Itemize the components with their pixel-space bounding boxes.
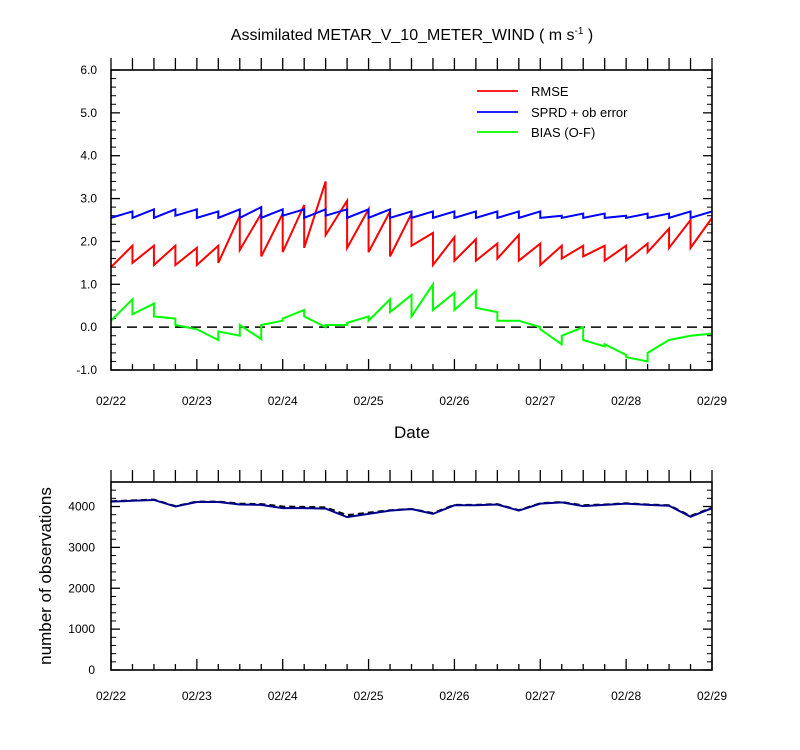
series-line-sprd-ob-error (110, 205, 713, 220)
y-tick-label: 3000 (68, 540, 95, 554)
legend-label-rmse: RMSE (531, 84, 569, 99)
x-tick-label: 02/24 (268, 689, 298, 703)
x-tick-label: 02/23 (182, 394, 212, 408)
y-tick-label: 1000 (68, 622, 95, 636)
y-tick-label: 2.0 (80, 234, 97, 248)
legend-label-sprd: SPRD + ob error (531, 105, 628, 120)
x-tick-label: 02/28 (611, 394, 641, 408)
chart-title: Assimilated METAR_V_10_METER_WIND ( m s-… (231, 26, 593, 44)
y-tick-label: 6.0 (80, 63, 97, 77)
y-tick-label: 0.0 (80, 320, 97, 334)
x-axis-title: Date (394, 423, 430, 442)
x-tick-label: 02/29 (697, 394, 727, 408)
x-tick-label: 02/22 (96, 394, 126, 408)
x-tick-label: 02/25 (354, 394, 384, 408)
x-tick-label: 02/24 (268, 394, 298, 408)
x-tick-label: 02/25 (354, 689, 384, 703)
x-tick-label: 02/29 (697, 689, 727, 703)
x-tick-label: 02/26 (439, 394, 469, 408)
series-line-rmse (110, 181, 713, 268)
x-tick-label: 02/27 (525, 689, 555, 703)
bottom-plot-area: 02/22 02/23 02/24 02/25 02/26 02/27 02/28 02/29… (68, 470, 727, 703)
y-tick-label: -1.0 (76, 363, 97, 377)
x-tick-label: 02/22 (96, 689, 126, 703)
y-tick-label: 4000 (68, 500, 95, 514)
top-plot-area: 02/22 02/23 02/24 02/25 02/26 02/27 02/28 02/29… (76, 58, 727, 408)
y-tick-label: 0 (88, 663, 95, 677)
legend: RMSE SPRD + ob error BIAS (O-F) (477, 84, 628, 140)
series-line-observations-assimilated (110, 498, 713, 519)
y-tick-label: 3.0 (80, 192, 97, 206)
legend-label-bias: BIAS (O-F) (531, 125, 595, 140)
x-tick-label: 02/23 (182, 689, 212, 703)
y-tick-label: 4.0 (80, 149, 97, 163)
top-plot-frame (110, 69, 713, 371)
x-tick-label: 02/27 (525, 394, 555, 408)
x-tick-label: 02/26 (439, 689, 469, 703)
series-line-bias-o-f (110, 280, 713, 363)
y-tick-label: 2000 (68, 581, 95, 595)
y-tick-label: 5.0 (80, 106, 97, 120)
bottom-plot-frame (110, 481, 713, 671)
y-tick-label: 1.0 (80, 277, 97, 291)
x-tick-label: 02/28 (611, 689, 641, 703)
y-axis-title-observations: number of observations (36, 487, 55, 665)
